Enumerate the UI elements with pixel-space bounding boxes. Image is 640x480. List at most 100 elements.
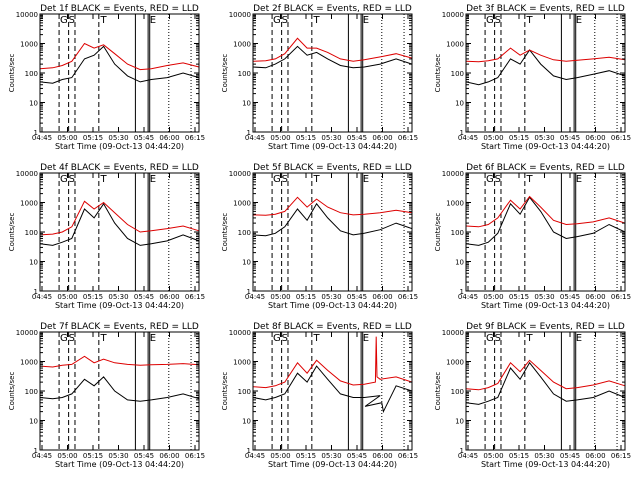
x-axis-label: Start Time (09-Oct-13 04:44:20) bbox=[268, 142, 397, 151]
marker-letter: E bbox=[363, 174, 369, 185]
y-tick-label: 1 bbox=[34, 288, 38, 296]
y-tick-label: 1000 bbox=[20, 41, 38, 49]
y-tick-label: 1000 bbox=[446, 41, 464, 49]
marker-letter: S bbox=[282, 15, 288, 26]
x-tick-label: 05:00 bbox=[483, 134, 503, 142]
x-tick-label: 05:45 bbox=[560, 293, 580, 301]
y-tick-label: 10 bbox=[455, 259, 464, 267]
x-tick-label: 05:30 bbox=[321, 134, 341, 142]
series-line-events bbox=[465, 361, 626, 405]
marker-letter: G bbox=[273, 333, 281, 344]
x-axis-label: Start Time (09-Oct-13 04:44:20) bbox=[55, 301, 184, 310]
x-tick-label: 05:15 bbox=[83, 452, 103, 460]
y-axis-label: Counts/sec bbox=[434, 213, 442, 252]
marker-letter: G bbox=[486, 174, 494, 185]
y-tick-label: 10 bbox=[29, 418, 38, 426]
y-tick-label: 10000 bbox=[229, 11, 251, 19]
marker-letter: S bbox=[69, 15, 75, 26]
chart-title: Det 2f BLACK = Events, RED = LLD bbox=[253, 4, 412, 14]
marker-letter: E bbox=[150, 174, 156, 185]
plot-frame bbox=[39, 172, 200, 292]
y-tick-label: 10000 bbox=[442, 329, 464, 337]
series-line-lld bbox=[39, 42, 200, 71]
x-tick-label: 06:15 bbox=[398, 293, 418, 301]
series-line-events bbox=[252, 365, 413, 414]
marker-letter: S bbox=[69, 174, 75, 185]
y-tick-label: 1000 bbox=[446, 200, 464, 208]
x-tick-label: 04:45 bbox=[458, 452, 478, 460]
y-axis-label: Counts/sec bbox=[221, 54, 229, 93]
x-tick-label: 05:00 bbox=[270, 293, 290, 301]
y-tick-label: 100 bbox=[238, 388, 251, 396]
y-tick-label: 10 bbox=[29, 100, 38, 108]
y-tick-label: 100 bbox=[451, 229, 464, 237]
chart-title: Det 7f BLACK = Events, RED = LLD bbox=[40, 322, 199, 332]
x-tick-label: 05:30 bbox=[108, 293, 128, 301]
marker-letter: G bbox=[60, 15, 68, 26]
y-tick-label: 100 bbox=[238, 229, 251, 237]
chart-title: Det 3f BLACK = Events, RED = LLD bbox=[466, 4, 625, 14]
y-tick-label: 100 bbox=[451, 388, 464, 396]
x-tick-label: 04:45 bbox=[245, 134, 265, 142]
x-tick-label: 05:45 bbox=[347, 452, 367, 460]
x-tick-label: 06:15 bbox=[398, 452, 418, 460]
chart-title: Det 8f BLACK = Events, RED = LLD bbox=[253, 322, 412, 332]
marker-letter: T bbox=[313, 333, 321, 344]
y-tick-label: 10000 bbox=[16, 11, 38, 19]
series-line-events bbox=[252, 202, 413, 237]
marker-letter: S bbox=[495, 15, 501, 26]
y-tick-label: 1000 bbox=[20, 359, 38, 367]
y-tick-label: 10000 bbox=[442, 170, 464, 178]
marker-letter: T bbox=[526, 174, 534, 185]
x-tick-label: 05:15 bbox=[509, 134, 529, 142]
x-tick-label: 06:15 bbox=[611, 293, 631, 301]
y-tick-label: 10 bbox=[242, 259, 251, 267]
marker-letter: E bbox=[576, 333, 582, 344]
y-tick-label: 1 bbox=[34, 129, 38, 137]
x-axis-label: Start Time (09-Oct-13 04:44:20) bbox=[55, 460, 184, 469]
marker-letter: G bbox=[273, 15, 281, 26]
marker-letter: E bbox=[150, 15, 156, 26]
x-axis-label: Start Time (09-Oct-13 04:44:20) bbox=[481, 142, 610, 151]
y-tick-label: 1 bbox=[34, 447, 38, 455]
y-axis-label: Counts/sec bbox=[434, 54, 442, 93]
plot-frame bbox=[465, 331, 626, 451]
series-line-lld bbox=[252, 37, 413, 62]
series-line-events bbox=[39, 376, 200, 402]
x-tick-label: 06:15 bbox=[611, 452, 631, 460]
marker-letter: S bbox=[69, 333, 75, 344]
y-axis-label: Counts/sec bbox=[8, 213, 16, 252]
x-tick-label: 06:15 bbox=[185, 293, 205, 301]
x-tick-label: 06:00 bbox=[585, 452, 605, 460]
x-tick-label: 06:00 bbox=[585, 134, 605, 142]
x-tick-label: 06:00 bbox=[159, 293, 179, 301]
marker-letter: E bbox=[150, 333, 156, 344]
y-tick-label: 1 bbox=[247, 447, 251, 455]
y-axis-label: Counts/sec bbox=[8, 372, 16, 411]
x-tick-label: 05:00 bbox=[483, 452, 503, 460]
y-axis-label: Counts/sec bbox=[434, 372, 442, 411]
x-tick-label: 05:00 bbox=[270, 134, 290, 142]
y-tick-label: 1000 bbox=[446, 359, 464, 367]
x-axis-label: Start Time (09-Oct-13 04:44:20) bbox=[55, 142, 184, 151]
x-tick-label: 06:15 bbox=[398, 134, 418, 142]
x-tick-label: 04:45 bbox=[32, 452, 52, 460]
x-tick-label: 05:30 bbox=[534, 134, 554, 142]
chart-title: Det 6f BLACK = Events, RED = LLD bbox=[466, 163, 625, 173]
y-tick-label: 1 bbox=[460, 288, 464, 296]
marker-letter: G bbox=[486, 15, 494, 26]
y-axis-label: Counts/sec bbox=[8, 54, 16, 93]
y-tick-label: 10000 bbox=[16, 329, 38, 337]
x-tick-label: 04:45 bbox=[32, 293, 52, 301]
series-line-lld bbox=[39, 200, 200, 236]
y-tick-label: 1 bbox=[460, 447, 464, 455]
marker-letter: E bbox=[576, 174, 582, 185]
marker-letter: G bbox=[486, 333, 494, 344]
series-line-events bbox=[39, 45, 200, 84]
